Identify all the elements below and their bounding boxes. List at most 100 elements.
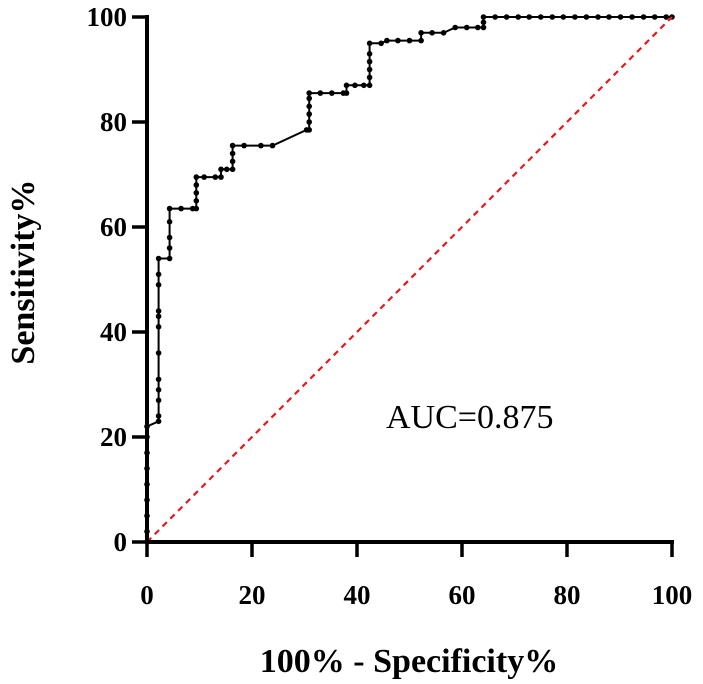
roc-point [166, 234, 173, 241]
y-axis-title: Sensitivity% [5, 179, 42, 364]
roc-point [651, 14, 658, 20]
roc-point [526, 14, 532, 20]
roc-point [201, 174, 207, 180]
roc-point [306, 103, 313, 110]
roc-point [166, 219, 173, 225]
roc-point [166, 205, 173, 212]
roc-point [406, 37, 413, 44]
roc-point [366, 51, 373, 57]
roc-point [480, 24, 487, 31]
roc-point [440, 30, 447, 36]
roc-point [343, 82, 350, 89]
roc-point [549, 14, 556, 20]
roc-point [166, 245, 173, 251]
roc-point [343, 90, 350, 96]
roc-point [155, 271, 162, 278]
roc-point [306, 119, 313, 125]
axes: 0 20 40 60 80 100 0 20 40 60 80 100 [87, 2, 693, 610]
roc-point [155, 324, 162, 330]
reference-line [146, 16, 673, 543]
roc-point [306, 90, 313, 96]
roc-point [224, 166, 230, 173]
roc-point [452, 24, 459, 31]
x-axis-title: 100% - Specificity% [260, 643, 558, 680]
roc-point [560, 14, 567, 20]
roc-point [155, 308, 162, 314]
roc-point [155, 397, 162, 404]
roc-point [229, 166, 236, 173]
roc-point [178, 205, 184, 212]
roc-point [429, 30, 435, 36]
roc-point [218, 174, 224, 180]
roc-point [538, 14, 544, 20]
y-tick-label: 0 [114, 527, 128, 557]
roc-point [193, 174, 200, 180]
roc-point [640, 14, 647, 20]
roc-point [155, 350, 162, 356]
x-tick-label: 20 [239, 580, 266, 610]
roc-point [366, 58, 373, 65]
roc-point [306, 95, 313, 102]
roc-point [606, 14, 612, 20]
roc-point [269, 142, 276, 149]
x-ticks: 0 20 40 60 80 100 [140, 542, 692, 610]
x-tick-label: 80 [554, 580, 581, 610]
roc-point [378, 40, 384, 47]
roc-point [241, 142, 247, 149]
roc-point [166, 255, 173, 262]
roc-point [155, 255, 162, 262]
auc-annotation: AUC=0.875 [386, 399, 553, 436]
plot-area [144, 14, 675, 545]
roc-point [193, 190, 200, 196]
roc-point [384, 37, 390, 44]
roc-point [572, 14, 578, 20]
roc-point [418, 30, 424, 36]
roc-point [229, 142, 236, 149]
roc-point [306, 127, 313, 133]
y-tick-label: 40 [100, 317, 127, 347]
roc-point [629, 14, 635, 20]
roc-point [193, 205, 200, 212]
x-tick-label: 40 [344, 580, 371, 610]
roc-point [155, 313, 162, 320]
roc-point [155, 376, 162, 383]
x-tick-label: 0 [140, 580, 154, 610]
y-tick-label: 100 [87, 2, 128, 32]
y-ticks: 0 20 40 60 80 100 [87, 2, 147, 557]
roc-point [515, 14, 521, 20]
roc-point [317, 90, 324, 96]
roc-point [595, 14, 601, 20]
roc-point [229, 150, 236, 157]
roc-point [463, 24, 470, 31]
roc-point [193, 182, 200, 188]
y-tick-label: 80 [100, 107, 127, 137]
roc-point [583, 14, 590, 20]
y-tick-label: 60 [100, 212, 127, 242]
roc-point [663, 14, 669, 20]
roc-point [218, 166, 224, 173]
roc-point [492, 14, 498, 20]
roc-point [229, 158, 236, 165]
roc-point [366, 40, 373, 47]
roc-point [155, 282, 162, 288]
roc-point [366, 82, 373, 89]
roc-point [617, 14, 624, 20]
roc-point [503, 14, 510, 20]
roc-point [306, 111, 313, 117]
roc-point [395, 37, 401, 44]
roc-point [155, 418, 162, 425]
roc-point [361, 82, 367, 89]
roc-point [366, 74, 373, 81]
roc-point [418, 37, 424, 44]
roc-point [155, 387, 162, 393]
roc-point [480, 19, 487, 26]
roc-point [352, 82, 358, 89]
roc-point [258, 142, 264, 149]
roc-point [329, 90, 335, 96]
roc-point [480, 14, 487, 20]
x-tick-label: 60 [449, 580, 476, 610]
roc-point [155, 413, 162, 419]
y-tick-label: 20 [100, 422, 127, 452]
x-tick-label: 100 [652, 580, 693, 610]
